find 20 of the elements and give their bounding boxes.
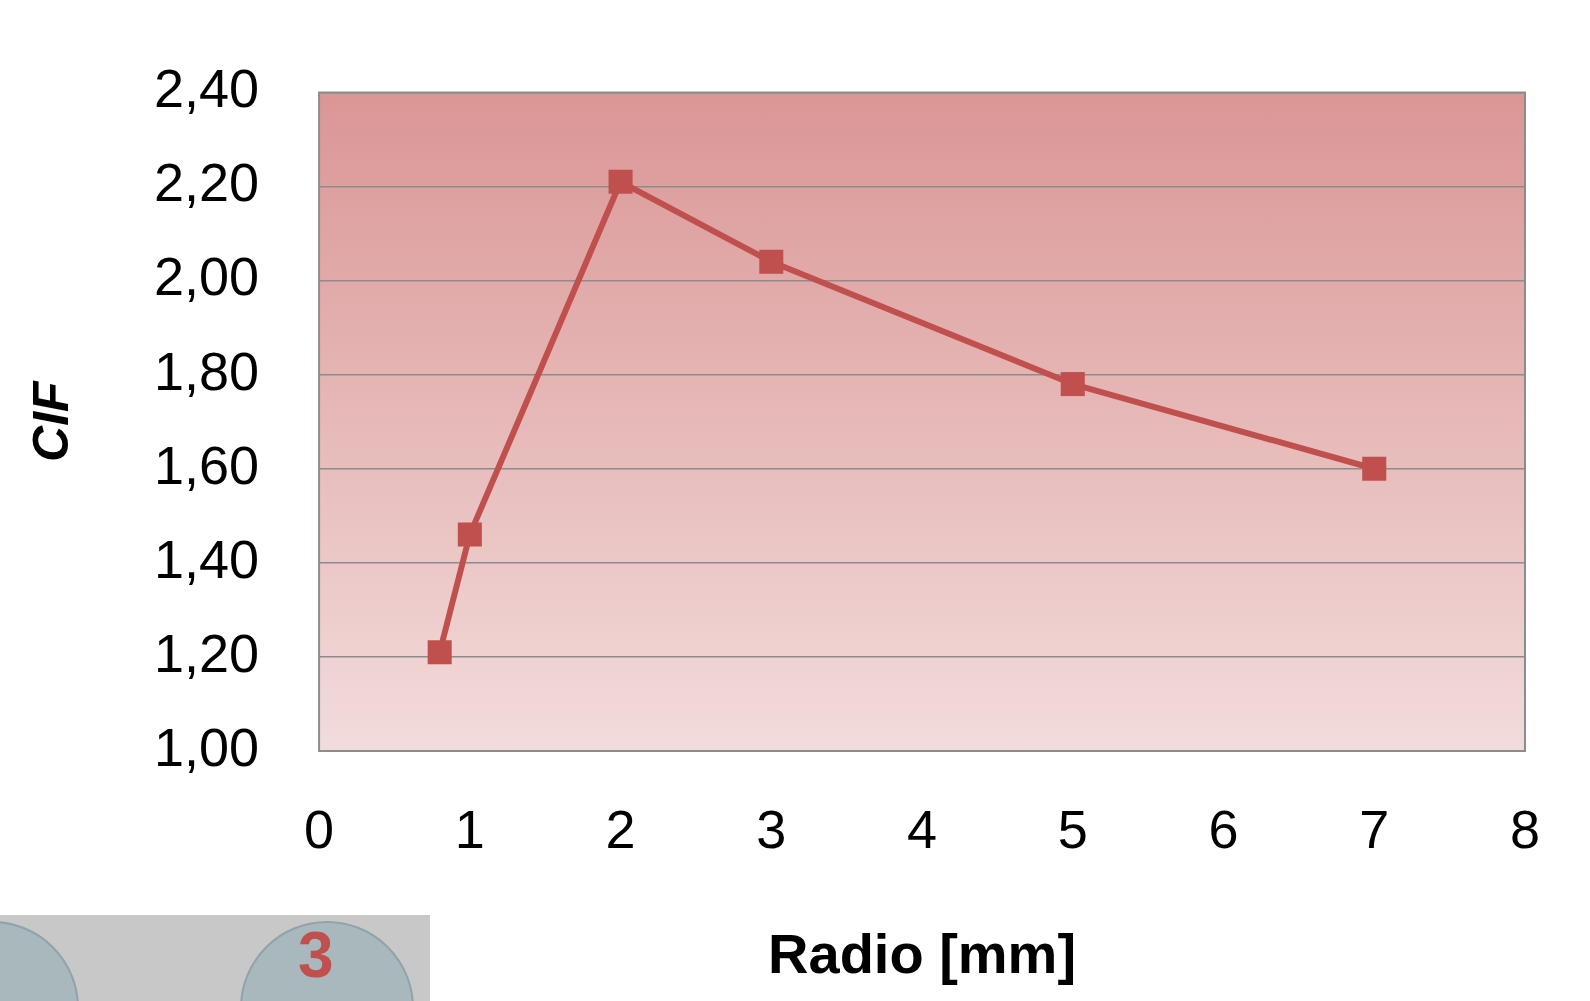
x-tick-label: 7 <box>1359 799 1390 860</box>
x-tick-label: 6 <box>1208 799 1239 860</box>
x-tick-label: 0 <box>304 799 335 860</box>
y-tick-label: 2,00 <box>153 246 260 307</box>
y-tick-label: 1,20 <box>153 622 260 683</box>
y-tick-label: 2,20 <box>153 152 260 213</box>
x-tick-label: 2 <box>605 799 636 860</box>
y-axis-title: CIF <box>22 379 79 462</box>
y-tick-label: 1,40 <box>153 528 260 589</box>
y-tick-label: 1,00 <box>153 716 260 777</box>
x-tick-label: 8 <box>1509 799 1541 860</box>
x-tick-label: 1 <box>454 799 485 860</box>
y-tick-label: 1,60 <box>153 434 260 495</box>
x-tick-label: 5 <box>1057 799 1088 860</box>
x-tick-label: 4 <box>907 799 938 860</box>
text: 3 <box>298 918 334 992</box>
y-tick-label: 2,40 <box>153 58 260 119</box>
x-axis-title: Radio [mm] <box>768 921 1077 985</box>
x-tick-label: 3 <box>756 799 787 860</box>
y-tick-label: 1,80 <box>153 340 260 401</box>
